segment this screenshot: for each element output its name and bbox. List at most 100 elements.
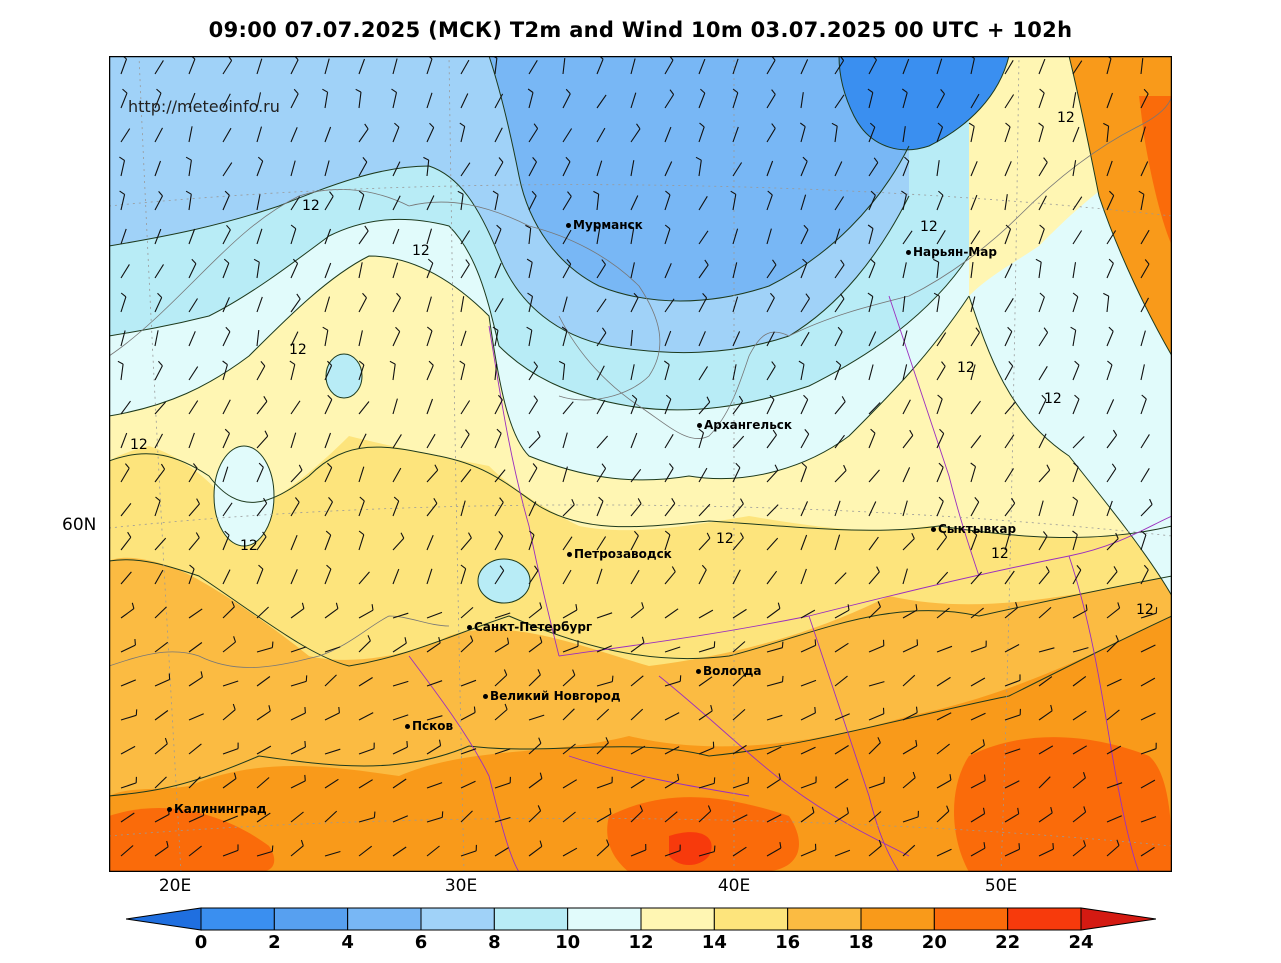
colorbar-tick-label: 12 xyxy=(628,932,654,953)
wind-barb-feather xyxy=(293,88,299,95)
wind-barb xyxy=(426,127,435,143)
colorbar-tick-label: 2 xyxy=(268,932,281,953)
wind-barb xyxy=(120,58,128,75)
wind-barb-feather xyxy=(134,639,136,646)
colorbar-segment xyxy=(713,907,789,931)
wind-barb xyxy=(426,58,433,75)
wind-barb-feather xyxy=(1144,259,1150,265)
wind-barb-feather xyxy=(364,225,369,232)
wind-barb xyxy=(528,534,535,551)
wind-barb xyxy=(562,847,578,857)
wind-barb xyxy=(494,262,502,279)
wind-barb xyxy=(426,503,438,517)
wind-barb xyxy=(1072,811,1086,823)
wind-barb xyxy=(1072,436,1085,449)
wind-barb xyxy=(1140,58,1144,75)
wind-barb-feather xyxy=(835,360,842,366)
wind-barb xyxy=(120,228,127,245)
wind-barb-feather xyxy=(771,123,776,129)
wind-barb xyxy=(732,708,746,721)
wind-barb xyxy=(732,674,745,687)
wind-barb xyxy=(324,196,334,211)
wind-barb xyxy=(426,534,434,551)
wind-barb xyxy=(766,434,777,449)
colorbar xyxy=(125,904,1157,934)
wind-barb-feather xyxy=(459,360,466,365)
wind-barb-feather xyxy=(532,463,538,469)
wind-barb xyxy=(290,845,304,857)
wind-barb-feather xyxy=(938,496,944,502)
wind-barb-feather xyxy=(730,190,737,195)
wind-barb xyxy=(902,674,916,687)
wind-barb xyxy=(936,501,944,517)
wind-barb xyxy=(732,503,744,517)
temperature-map xyxy=(109,56,1172,872)
wind-barb-feather xyxy=(633,530,639,537)
wind-barb-feather xyxy=(867,88,874,93)
wind-barb-feather xyxy=(1115,635,1119,642)
wind-barb-feather xyxy=(983,842,986,849)
wind-barb xyxy=(1072,569,1082,585)
colorbar-tick-label: 4 xyxy=(341,932,354,953)
wind-barb-feather xyxy=(968,122,975,127)
wind-barb xyxy=(1140,846,1155,857)
wind-barb-feather xyxy=(601,327,607,334)
wind-barb-feather xyxy=(605,737,609,744)
wind-barb-feather xyxy=(1072,292,1079,298)
wind-barb xyxy=(1072,777,1086,789)
wind-barb-feather xyxy=(427,258,434,264)
wind-barb xyxy=(154,433,163,449)
wind-barb xyxy=(1140,398,1147,415)
wind-barb-feather xyxy=(982,807,986,814)
wind-barb xyxy=(664,126,672,143)
wind-barb-feather xyxy=(671,566,676,572)
wind-barb-feather xyxy=(778,773,781,780)
wind-barb xyxy=(460,400,471,415)
wind-barb xyxy=(664,467,674,483)
wind-barb-feather xyxy=(611,675,614,682)
wind-barb xyxy=(324,778,339,789)
wind-barb-feather xyxy=(982,739,985,746)
wind-barb xyxy=(766,570,778,585)
wind-barb xyxy=(290,780,306,789)
wind-barb xyxy=(970,230,981,245)
wind-barb xyxy=(154,606,167,619)
wind-barb xyxy=(800,262,808,279)
wind-barb xyxy=(1038,571,1050,585)
wind-barb xyxy=(1038,710,1053,721)
lake-onega xyxy=(477,558,531,604)
wind-barb xyxy=(528,400,538,415)
wind-barb xyxy=(528,366,538,381)
wind-barb xyxy=(1004,263,1013,279)
wind-barb-feather xyxy=(127,531,132,538)
city-kaliningrad: Калининград xyxy=(167,802,267,816)
wind-barb-feather xyxy=(362,292,367,299)
wind-barb xyxy=(868,845,882,857)
wind-barb xyxy=(834,434,845,449)
wind-barb xyxy=(834,778,849,789)
wind-barb xyxy=(392,195,401,211)
wind-barb xyxy=(1106,399,1115,415)
wind-barb xyxy=(1140,297,1149,313)
wind-barb xyxy=(800,194,807,211)
wind-barb-feather xyxy=(663,360,670,366)
lat-label-60n: 60N xyxy=(62,515,97,535)
wind-barb-feather xyxy=(394,122,400,128)
wind-barb-feather xyxy=(185,190,192,195)
lon-label-40e: 40E xyxy=(717,876,751,896)
wind-barb xyxy=(630,468,642,483)
wind-barb xyxy=(426,782,443,789)
wind-barb xyxy=(596,127,606,143)
wind-barb-feather xyxy=(393,496,400,502)
wind-barb xyxy=(222,709,236,721)
wind-barb-feather xyxy=(558,360,565,365)
wind-barb xyxy=(800,781,817,789)
wind-barb xyxy=(970,847,986,857)
wind-barb xyxy=(630,607,644,619)
wind-barb xyxy=(562,674,576,687)
wind-barb-feather xyxy=(873,157,879,163)
wind-barb-feather xyxy=(358,190,365,196)
wind-barb-feather xyxy=(364,123,369,130)
wind-barb xyxy=(936,645,953,653)
border-6 xyxy=(658,675,910,857)
